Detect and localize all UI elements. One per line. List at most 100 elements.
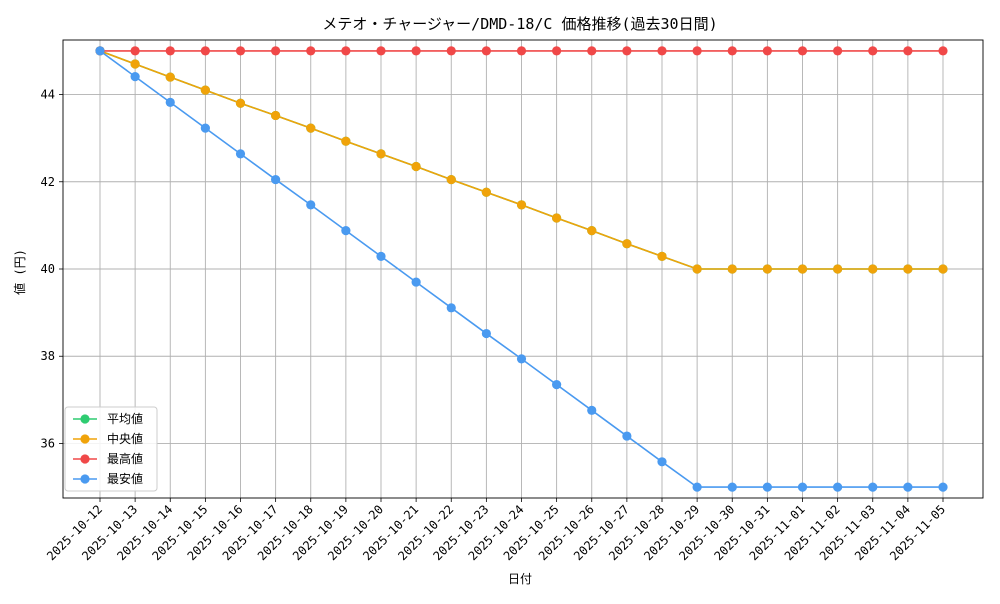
data-point (552, 379, 562, 390)
data-point (587, 226, 597, 236)
chart-title: メテオ・チャージャー/DMD-18/C 価格推移(過去30日間) (322, 15, 717, 33)
y-tick-label: 38 (41, 349, 55, 363)
legend-label: 平均値 (107, 411, 143, 426)
data-point (938, 264, 948, 274)
data-point (762, 264, 772, 274)
data-point (622, 239, 632, 249)
legend-item: 最高値 (73, 451, 143, 466)
data-point (797, 482, 808, 492)
data-point (200, 123, 210, 133)
data-point (306, 200, 316, 210)
data-point (516, 200, 527, 210)
data-point (657, 251, 667, 261)
data-point (868, 46, 878, 56)
y-tick-label: 44 (41, 88, 55, 102)
data-point (622, 431, 632, 441)
data-point (481, 46, 491, 56)
data-point (271, 110, 281, 121)
y-tick-label: 42 (41, 175, 55, 189)
data-point (938, 482, 948, 492)
data-point (587, 46, 597, 56)
data-point (446, 174, 456, 185)
data-point (341, 226, 351, 236)
data-point (727, 264, 737, 274)
data-point (481, 328, 491, 339)
legend-label: 最安値 (107, 471, 143, 486)
data-point (692, 482, 702, 492)
data-point (446, 46, 456, 56)
series-layer (95, 46, 948, 492)
data-point (657, 46, 667, 56)
data-point (657, 457, 667, 467)
data-point (938, 46, 948, 56)
data-point (200, 46, 210, 56)
data-point (95, 46, 105, 56)
data-point (130, 46, 140, 56)
data-point (235, 98, 246, 108)
data-point (376, 46, 386, 56)
series-3 (95, 46, 948, 492)
data-point (833, 264, 843, 274)
data-point (516, 46, 527, 56)
data-point (130, 72, 140, 82)
data-point (797, 264, 808, 274)
data-point (411, 161, 421, 172)
data-point (376, 251, 386, 261)
data-point (200, 85, 210, 95)
legend-marker (80, 454, 90, 464)
data-point (833, 482, 843, 492)
data-point (622, 46, 632, 56)
data-point (446, 303, 456, 313)
data-point (411, 277, 421, 287)
data-point (411, 46, 421, 56)
data-point (271, 46, 281, 56)
legend-item: 平均値 (73, 411, 143, 426)
data-point (130, 59, 140, 69)
legend-marker (80, 474, 90, 484)
data-point (903, 482, 913, 492)
data-point (868, 482, 878, 492)
data-point (868, 264, 878, 274)
legend-label: 最高値 (107, 451, 143, 466)
data-point (692, 46, 702, 56)
data-point (165, 72, 175, 82)
data-point (341, 46, 351, 56)
data-point (762, 482, 772, 492)
data-point (833, 46, 843, 56)
data-point (762, 46, 772, 56)
x-axis-label: 日付 (508, 572, 532, 586)
plot-frame (62, 39, 984, 499)
data-point (481, 187, 491, 197)
data-point (903, 46, 913, 56)
data-point (306, 123, 316, 133)
legend-item: 中央値 (73, 431, 143, 446)
data-point (797, 46, 808, 56)
y-tick-label: 40 (41, 262, 55, 276)
data-point (165, 46, 175, 56)
data-point (903, 264, 913, 274)
legend-marker (80, 434, 90, 444)
data-point (516, 354, 527, 364)
data-point (235, 46, 246, 56)
data-point (235, 149, 246, 159)
data-point (552, 213, 562, 223)
data-point (376, 149, 386, 159)
series-1 (95, 46, 948, 274)
data-point (692, 264, 702, 274)
series-2 (95, 46, 948, 56)
y-tick-label: 36 (41, 436, 55, 450)
data-point (552, 46, 562, 56)
legend-marker (80, 414, 90, 424)
data-point (727, 482, 737, 492)
data-point (727, 46, 737, 56)
legend-item: 最安値 (73, 471, 143, 486)
data-point (341, 136, 351, 146)
data-point (165, 97, 175, 107)
data-point (271, 174, 281, 185)
data-point (587, 405, 597, 415)
data-point (306, 46, 316, 56)
